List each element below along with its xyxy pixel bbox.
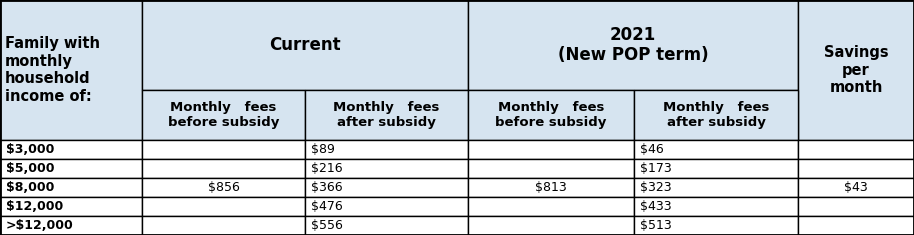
Bar: [468, 140, 634, 159]
Bar: [0, 197, 142, 216]
Text: Current: Current: [270, 36, 341, 54]
Text: $8,000: $8,000: [6, 181, 54, 194]
Bar: [798, 159, 914, 178]
Text: $366: $366: [311, 181, 343, 194]
Bar: [798, 178, 914, 197]
Bar: [468, 0, 798, 90]
Text: $46: $46: [640, 143, 664, 156]
Bar: [142, 0, 468, 90]
Bar: [305, 178, 468, 197]
Bar: [798, 0, 914, 140]
Text: Monthly   fees
before subsidy: Monthly fees before subsidy: [495, 101, 607, 129]
Bar: [634, 216, 798, 235]
Text: $43: $43: [845, 181, 868, 194]
Text: Monthly   fees
after subsidy: Monthly fees after subsidy: [334, 101, 440, 129]
Bar: [142, 197, 305, 216]
Bar: [305, 159, 468, 178]
Text: $513: $513: [640, 219, 672, 232]
Text: Monthly   fees
before subsidy: Monthly fees before subsidy: [168, 101, 279, 129]
Bar: [468, 216, 634, 235]
Bar: [305, 197, 468, 216]
Text: $3,000: $3,000: [6, 143, 54, 156]
Bar: [798, 197, 914, 216]
Bar: [468, 178, 634, 197]
Bar: [142, 140, 305, 159]
Bar: [142, 216, 305, 235]
Text: $12,000: $12,000: [6, 200, 63, 213]
Text: $173: $173: [640, 162, 672, 175]
Text: $433: $433: [640, 200, 672, 213]
Text: $89: $89: [311, 143, 335, 156]
Bar: [0, 159, 142, 178]
Bar: [468, 197, 634, 216]
Text: Family with
monthly
household
income of:: Family with monthly household income of:: [5, 36, 100, 104]
Bar: [0, 216, 142, 235]
Text: $216: $216: [311, 162, 343, 175]
Bar: [634, 140, 798, 159]
Bar: [0, 0, 142, 140]
Bar: [634, 197, 798, 216]
Text: $556: $556: [311, 219, 343, 232]
Bar: [305, 140, 468, 159]
Text: $476: $476: [311, 200, 343, 213]
Text: $856: $856: [207, 181, 239, 194]
Text: $813: $813: [535, 181, 567, 194]
Bar: [305, 90, 468, 140]
Bar: [468, 90, 634, 140]
Text: Monthly   fees
after subsidy: Monthly fees after subsidy: [663, 101, 770, 129]
Bar: [634, 90, 798, 140]
Bar: [142, 90, 305, 140]
Bar: [142, 159, 305, 178]
Text: $5,000: $5,000: [6, 162, 55, 175]
Bar: [798, 216, 914, 235]
Bar: [468, 159, 634, 178]
Text: 2021
(New POP term): 2021 (New POP term): [558, 26, 708, 64]
Text: $323: $323: [640, 181, 672, 194]
Bar: [0, 140, 142, 159]
Bar: [634, 159, 798, 178]
Bar: [0, 178, 142, 197]
Text: Savings
per
month: Savings per month: [824, 45, 888, 95]
Bar: [142, 178, 305, 197]
Bar: [798, 140, 914, 159]
Bar: [305, 216, 468, 235]
Bar: [634, 178, 798, 197]
Text: >$12,000: >$12,000: [6, 219, 74, 232]
